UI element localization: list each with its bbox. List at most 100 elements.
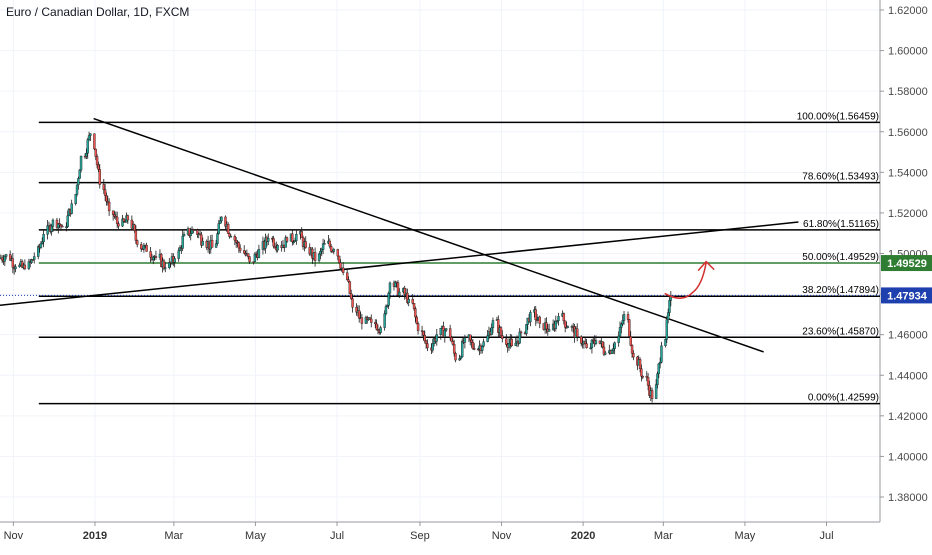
candle-body [74,194,77,204]
candle-body [50,226,53,232]
candle-body [473,348,476,350]
trendline [93,117,764,353]
candle-body [173,258,176,263]
candle-body [30,259,33,263]
candle-body [351,298,354,308]
candle-body [95,156,99,166]
candle-body [291,233,294,243]
candle-body [656,373,659,385]
candle-body [501,335,504,339]
candle-body [117,223,120,227]
candle-body [133,224,136,231]
candle-body [414,308,417,318]
candle-body [97,164,100,170]
candle-body [602,346,606,355]
candle-body [273,245,277,248]
fib-level-label: 0.00%(1.42599) [808,393,879,404]
price-badge [881,255,932,272]
candle-body [566,326,570,328]
candle-body [610,350,614,354]
candle-body [237,242,241,249]
candle-body [562,313,566,322]
candle-body [349,293,353,299]
candle-body [313,252,317,261]
candle-body [201,241,204,246]
candle-body [482,341,485,347]
candle-body [629,336,632,346]
candle-body [640,368,643,377]
candle-body [444,328,448,331]
candle-body [77,178,80,186]
candle-body [448,328,452,338]
candle-body [632,353,635,358]
y-tick-label: 1.62000 [888,5,928,17]
candle-body [646,377,650,386]
candle-body [584,341,587,344]
candle-body [604,352,607,355]
candle-body [216,233,219,244]
x-tick-label: Nov [4,530,24,542]
candle-body [499,327,503,336]
candle-body [317,253,321,261]
candle-body [491,320,495,328]
y-tick-label: 1.52000 [888,208,928,220]
candle-body [576,328,579,337]
candle-body [658,362,662,365]
x-tick-label: May [735,530,756,542]
candle-body [590,339,594,349]
candle-body [374,322,377,325]
y-tick-label: 1.38000 [888,492,928,504]
candle-body [192,229,195,231]
candle-body [668,300,671,313]
candle-body [519,331,523,334]
candle-body [370,318,373,323]
y-tick-label: 1.46000 [888,330,928,342]
candle-body [669,295,673,301]
candle-body [4,254,8,257]
candle-body [181,235,184,249]
candle-body [162,260,166,269]
candle-body [613,342,616,349]
candle-body [463,337,467,343]
candle-body [341,267,345,273]
candle-body [580,336,583,344]
candle-body [323,243,326,245]
x-tick-label: Jul [819,530,833,542]
candle-body [329,245,333,252]
candle-body [79,155,83,171]
candle-body [620,323,623,328]
candle-body [460,340,464,358]
fib-level-label: 50.00%(1.49529) [802,252,879,263]
candle-body [388,282,392,294]
candle-body [61,225,64,228]
x-tick-label: Jul [330,530,344,542]
x-tick-label: Mar [164,530,183,542]
candle-body [107,201,111,212]
candle-body [626,314,630,320]
candle-body [398,291,401,296]
candle-body [189,233,192,236]
candle-body [321,243,325,250]
candle-body [85,152,88,157]
candle-body [145,244,148,252]
candle-body [454,353,457,361]
candle-body [248,256,251,262]
y-tick-label: 1.40000 [888,451,928,463]
candle-body [233,236,237,241]
fib-level-label: 23.60%(1.45870) [802,326,879,337]
candle-body [486,335,489,342]
candle-body [657,363,660,374]
candle-body [660,345,663,363]
y-tick-label: 1.56000 [888,127,928,139]
candle-body [105,195,108,202]
candle-body [66,215,69,227]
candle-body [140,244,143,250]
candle-body [332,249,336,252]
candle-body [149,251,152,258]
candle-body [103,189,107,196]
candle-body [525,324,528,335]
candle-body [136,240,139,245]
candle-body [387,292,390,306]
